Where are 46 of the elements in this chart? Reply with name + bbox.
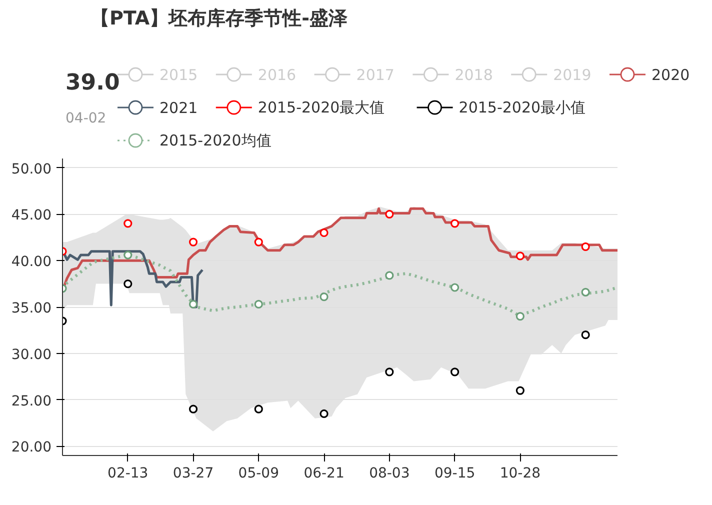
point: [516, 386, 524, 395]
point: [254, 300, 263, 309]
point: [581, 330, 590, 340]
chart-title: 【PTA】坯布库存季节性-盛泽: [90, 8, 348, 30]
x-tick-label: 06-21: [304, 466, 344, 482]
point: [385, 210, 394, 218]
y-tick-label: 50.00: [11, 161, 52, 178]
legend-label: 2020: [652, 66, 690, 84]
point: [320, 292, 328, 302]
point: [450, 283, 460, 292]
point: [124, 280, 132, 288]
y-tick-label: 30.00: [11, 346, 52, 363]
x-tick-label: 10-28: [500, 466, 541, 482]
x-tick-label: 08-03: [369, 466, 410, 482]
point: [516, 312, 524, 321]
point: [254, 404, 263, 414]
point: [581, 242, 590, 251]
legend-label: 2021: [160, 99, 198, 117]
point: [124, 250, 132, 260]
point: [450, 368, 460, 376]
point: [320, 409, 328, 418]
y-tick-label: 25.00: [11, 393, 52, 410]
point: [516, 252, 524, 260]
x-tick-label: 05-09: [238, 466, 279, 482]
legend-label: 2015-2020最大值: [258, 98, 385, 116]
text: 04-02: [66, 110, 106, 126]
point: [581, 288, 590, 296]
text: 39.0: [66, 70, 120, 96]
point: [385, 271, 394, 280]
y-tick-label: 20.00: [11, 440, 52, 456]
x-tick-label: 03-27: [172, 466, 214, 482]
point: [254, 238, 263, 246]
point: [385, 368, 394, 376]
y-tick-label: 40.00: [11, 254, 52, 270]
legend-label: 2015-2020最小值: [458, 98, 586, 116]
x-tick-label: 09-15: [434, 466, 476, 482]
y-tick-label: 35.00: [11, 300, 52, 316]
point: [450, 219, 460, 228]
legend-label: 2015-2020均值: [160, 132, 272, 150]
point: [188, 238, 198, 246]
point: [188, 300, 198, 309]
point: [320, 228, 328, 238]
x-tick-label: 02-13: [108, 466, 148, 482]
point: [188, 404, 198, 414]
y-tick-label: 45.00: [11, 208, 52, 224]
point: [124, 219, 132, 228]
